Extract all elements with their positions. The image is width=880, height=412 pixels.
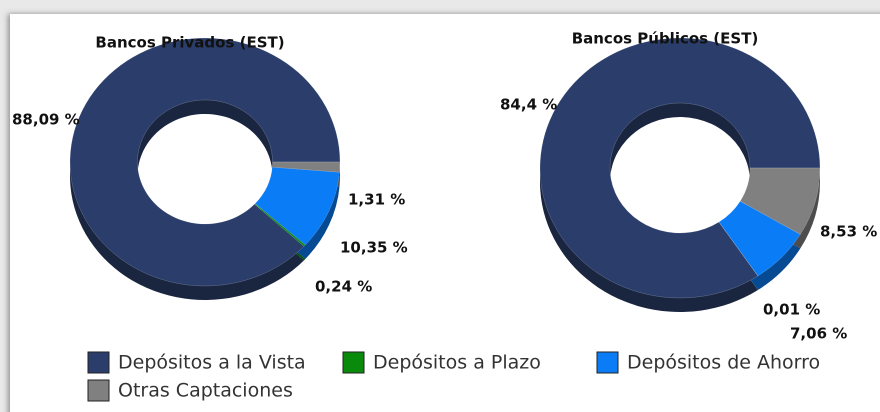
legend-label: Depósitos a Plazo <box>373 352 541 374</box>
data-label: 1,31 % <box>348 191 405 209</box>
data-label: 0,01 % <box>763 301 820 319</box>
legend-label: Depósitos a la Vista <box>118 352 306 374</box>
slice <box>254 166 340 246</box>
legend-swatch <box>87 351 110 374</box>
legend-swatch <box>596 351 619 374</box>
legend-swatch <box>342 351 365 374</box>
legend-swatch <box>87 379 110 402</box>
slice <box>539 37 821 299</box>
data-label: 8,53 % <box>820 223 877 241</box>
slice <box>739 167 821 235</box>
data-label: 84,4 % <box>500 96 557 114</box>
slice <box>69 37 341 287</box>
data-label: 10,35 % <box>340 239 408 257</box>
chart-title: Bancos Públicos (EST) <box>572 30 759 48</box>
data-label: 88,09 % <box>12 111 80 129</box>
data-label: 7,06 % <box>790 325 847 343</box>
chart-title: Bancos Privados (EST) <box>95 34 284 52</box>
slice <box>271 161 341 173</box>
data-label: 0,24 % <box>315 278 372 296</box>
legend-label: Otras Captaciones <box>118 380 293 402</box>
legend-label: Depósitos de Ahorro <box>627 352 820 374</box>
